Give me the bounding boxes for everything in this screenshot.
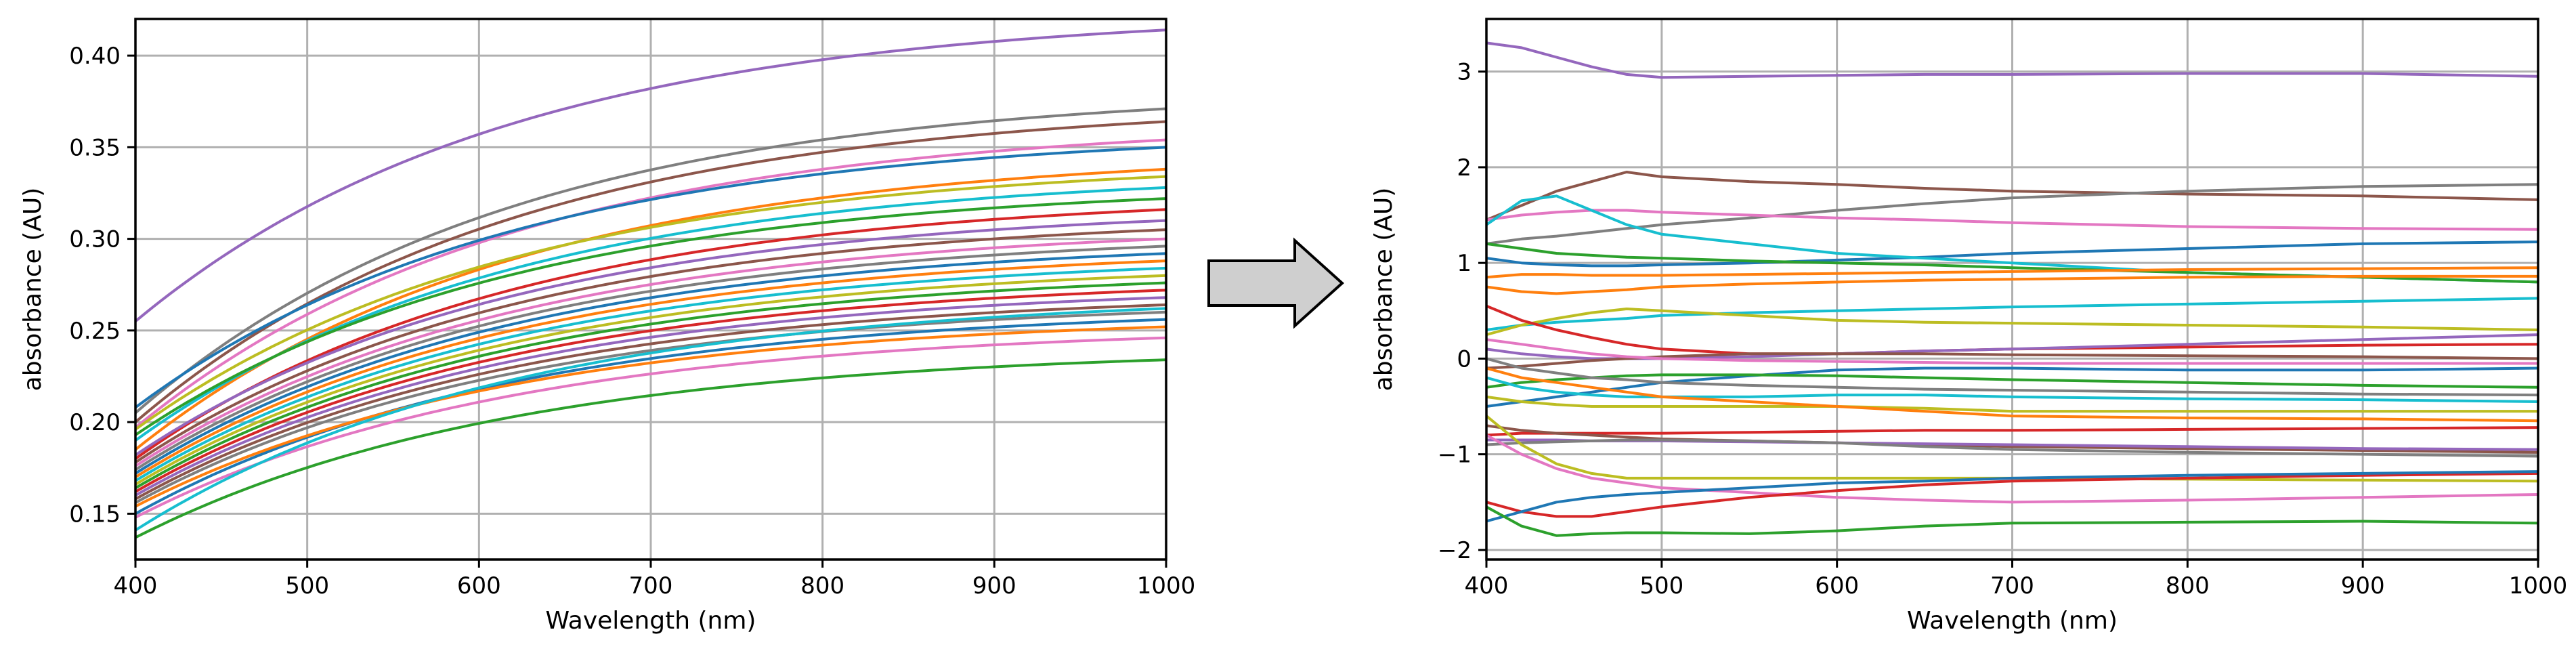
series-line-s11	[135, 219, 1166, 457]
series-line-n10	[1486, 297, 2538, 331]
y-tick-label: 3	[1457, 59, 1472, 86]
series-line-s19	[135, 281, 1166, 490]
y-tick-label: 0.15	[69, 501, 121, 528]
series-line-s13	[135, 237, 1166, 467]
x-tick-label: 700	[629, 572, 673, 599]
series-line-n19	[1486, 376, 2538, 403]
x-tick-label: 600	[457, 572, 501, 599]
y-tick-label: 2	[1457, 154, 1472, 182]
x-tick-label: 400	[114, 572, 158, 599]
series-line-n9	[1486, 274, 2538, 295]
right-normalized-spectra-chart: 400 500 600 700 800 900 1000 −2 −1 0 1 2 3 Wavelength…	[1370, 18, 2568, 635]
x-tick-label: 900	[972, 572, 1016, 599]
series-line-s17	[135, 266, 1166, 482]
series-line-n29	[1486, 470, 2538, 523]
y-tick-label: 1	[1457, 250, 1472, 277]
series-line-s22	[135, 303, 1166, 501]
series-line-n13	[1486, 333, 2538, 360]
series-line-n7	[1486, 242, 2538, 284]
y-tick-label: 0.40	[69, 43, 121, 70]
series-line-s27	[135, 358, 1166, 539]
y-tick-label: 0.25	[69, 318, 121, 345]
series-line-s1	[135, 28, 1166, 322]
series-line-s25	[135, 325, 1166, 508]
series-line-s28	[135, 307, 1166, 532]
series-line-n11	[1486, 308, 2538, 337]
series-line-s4	[135, 138, 1166, 429]
series-line-s14	[135, 245, 1166, 471]
y-tick-label: −2	[1438, 537, 1472, 564]
series-line-s10	[135, 208, 1166, 460]
series-line-n30	[1486, 505, 2538, 537]
x-tick-label: 800	[2166, 572, 2210, 599]
x-tick-label: 1000	[1137, 572, 1196, 599]
series-line-s6	[135, 167, 1166, 451]
y-tick-label: −1	[1438, 442, 1472, 469]
y-tick-label: 0.30	[69, 226, 121, 253]
series-line-s2	[135, 107, 1166, 415]
series-line-s15	[135, 252, 1166, 475]
series-line-n3	[1486, 183, 2538, 245]
series-line-s9	[135, 197, 1166, 436]
series-line-n28	[1486, 471, 2538, 518]
y-tick-label: 0.35	[69, 134, 121, 161]
series-line-n18	[1486, 357, 2538, 397]
series-line-s7	[135, 175, 1166, 431]
y-tick-label: 0	[1457, 345, 1472, 373]
x-tick-label: 800	[800, 572, 844, 599]
series-line-n27	[1486, 434, 2538, 504]
y-axis-label: absorbance (AU)	[1370, 188, 1398, 392]
series-line-s21	[135, 296, 1166, 497]
series-line-s23	[135, 310, 1166, 504]
x-tick-label: 1000	[2509, 572, 2568, 599]
x-tick-label: 900	[2341, 572, 2385, 599]
series-line-n17	[1486, 373, 2538, 389]
left-raw-spectra-chart: 400 500 600 700 800 900 1000 0.15 0.20 0.25 0.30 0.…	[19, 18, 1196, 635]
series-line-s18	[135, 274, 1166, 486]
series-line-n2	[1486, 171, 2538, 222]
series-line-n14	[1486, 352, 2538, 370]
x-tick-label: 700	[1990, 572, 2034, 599]
series-line-s5	[135, 146, 1166, 409]
series-line-n15	[1486, 338, 2538, 365]
series-line-s24	[135, 318, 1166, 515]
y-axis-label: absorbance (AU)	[19, 188, 47, 392]
series-line-s26	[135, 336, 1166, 519]
series-line-n21	[1486, 366, 2538, 423]
x-tick-label: 500	[1639, 572, 1683, 599]
series-line-n25	[1486, 438, 2538, 458]
x-tick-label: 500	[285, 572, 329, 599]
transform-arrow-icon	[1207, 237, 1344, 329]
y-tick-label: 0.20	[69, 409, 121, 436]
series-line-s12	[135, 228, 1166, 464]
series-line-s20	[135, 289, 1166, 493]
x-tick-label: 600	[1815, 572, 1859, 599]
series-line-n5	[1486, 240, 2538, 268]
x-tick-label: 400	[1465, 572, 1509, 599]
series-line-n8	[1486, 266, 2538, 279]
x-axis-label: Wavelength (nm)	[546, 607, 756, 635]
series-line-n1	[1486, 41, 2538, 79]
series-line-n4	[1486, 209, 2538, 231]
x-axis-label: Wavelength (nm)	[1907, 607, 2118, 635]
series-line-n20	[1486, 395, 2538, 413]
series-line-s16	[135, 259, 1166, 479]
